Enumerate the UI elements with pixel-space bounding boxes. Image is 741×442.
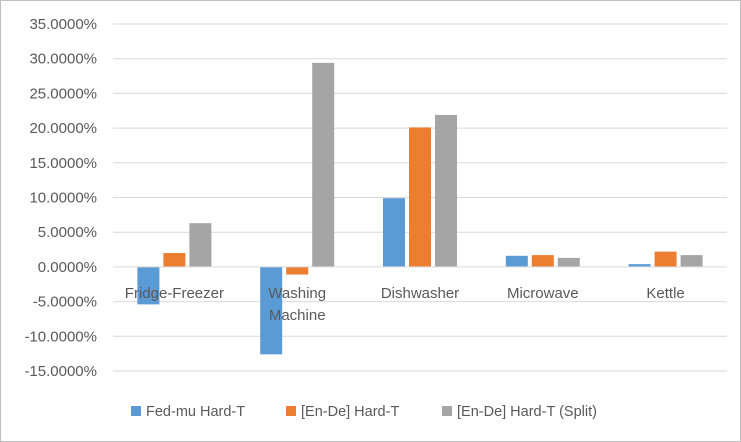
bar-2-1 [163,253,186,267]
bar-3-2 [312,62,335,267]
category-label: Fridge-Freezer [125,285,224,302]
legend: Fed-mu Hard-T [En-De] Hard-T [En-De] Hard-… [131,404,597,420]
bar-1-3 [383,198,405,267]
bar-2-4 [531,255,554,267]
y-tick-label: -15.0000% [24,363,97,380]
legend-entry: Fed-mu Hard-T [146,404,245,420]
category-label: Kettle [646,285,684,302]
bar-1-5 [628,264,651,267]
y-tick-label: 35.0000% [29,16,97,33]
y-tick-label: 5.0000% [38,224,97,241]
legend-swatch [131,406,141,416]
legend-swatch [286,406,296,416]
bar-3-5 [680,255,703,267]
y-tick-label: 30.0000% [29,51,97,68]
legend-entry: [En-De] Hard-T [301,404,399,420]
y-tick-label: 25.0000% [29,85,97,102]
bar-2-2 [286,266,309,275]
y-tick-label: 0.0000% [38,259,97,276]
legend-swatch [442,406,452,416]
category-labels: Fridge-Freezer Washing Machine Dishwasher Mi… [125,285,685,324]
y-tick-label: -10.0000% [24,328,97,345]
gridlines [113,23,727,372]
bar-2-5 [654,251,677,267]
bars [137,62,703,355]
bar-1-4 [505,255,528,267]
bar-3-4 [557,257,580,267]
y-tick-label: 20.0000% [29,120,97,137]
category-label: Machine [269,307,326,324]
category-label: Microwave [507,285,579,302]
bar-3-1 [189,223,212,267]
category-label: Dishwasher [381,285,459,302]
y-axis-tick-labels: -15.0000% -10.0000% -5.0000% 0.0000% 5.0000%… [24,16,97,380]
bar-2-3 [409,127,431,267]
category-label: Washing [268,285,326,302]
y-tick-label: 15.0000% [29,155,97,172]
bar-3-3 [435,114,457,267]
y-tick-label: 10.0000% [29,190,97,207]
bar-1-1 [137,266,160,305]
bar-1-2 [260,266,283,355]
y-tick-label: -5.0000% [33,294,97,311]
legend-entry: [En-De] Hard-T (Split) [457,404,597,420]
